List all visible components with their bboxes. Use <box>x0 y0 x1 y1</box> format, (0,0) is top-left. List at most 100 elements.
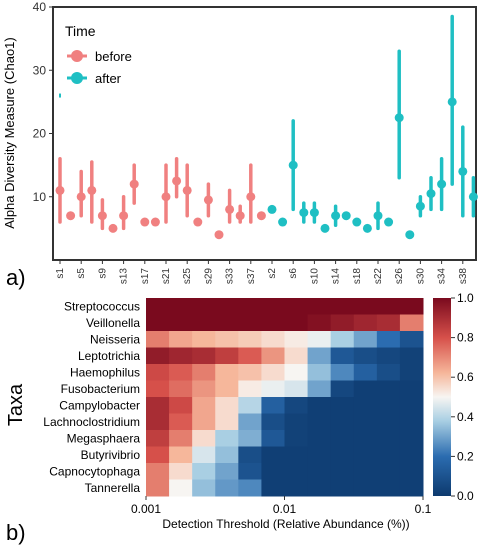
heatmap-cell <box>284 347 309 365</box>
legend-after-label: after <box>95 71 122 86</box>
heatmap-cell <box>261 397 285 414</box>
heatmap-cell <box>238 446 262 464</box>
heatmap-cell <box>238 314 262 332</box>
data-point <box>225 204 235 214</box>
heatmap-cell <box>261 446 285 464</box>
data-point <box>214 230 224 240</box>
legend-before-label: before <box>95 49 132 64</box>
legend-title: Time <box>65 23 96 39</box>
data-point <box>182 185 192 195</box>
y-tick-label: 20 <box>33 127 47 141</box>
row-label: Streptococcus <box>64 299 140 313</box>
heatmap-cell <box>238 463 262 480</box>
heatmap-cell <box>238 331 262 348</box>
heatmap-cell <box>169 347 193 365</box>
heatmap-cell <box>146 446 170 464</box>
heatmap-cell <box>376 364 401 381</box>
heatmap-cell <box>169 413 193 431</box>
panel-a-chart: Alpha Diversity Measure (Chao1) 10 20 30 40… <box>2 0 478 290</box>
heatmap-cell <box>307 446 332 464</box>
heatmap-cell <box>261 413 285 431</box>
data-point <box>129 179 139 189</box>
panel-a-label: a) <box>6 265 26 290</box>
data-point <box>193 217 203 227</box>
heatmap-cell <box>169 463 193 480</box>
colorbar-tick-label: 0.4 <box>457 410 474 424</box>
heatmap-cell <box>307 430 332 447</box>
heatmap-cell <box>192 347 216 365</box>
heatmap-cell <box>146 331 170 348</box>
heatmap-cell <box>330 463 355 480</box>
row-label: Haemophilus <box>70 365 140 379</box>
data-point <box>299 208 309 218</box>
heatmap-cell <box>353 413 378 431</box>
panel-a-y-axis: 10 20 30 40 <box>33 0 53 204</box>
heatmap-cell <box>399 479 424 497</box>
x-tick-label: s25 <box>182 268 193 285</box>
data-point <box>384 217 394 227</box>
x-tick-label: s38 <box>458 268 469 285</box>
heatmap-cell <box>215 380 239 398</box>
x-tick-label: s34 <box>437 268 448 285</box>
heatmap-cell <box>353 298 378 315</box>
heatmap-cell <box>353 430 378 447</box>
heatmap-cell <box>330 479 355 497</box>
heatmap-cell <box>215 397 239 414</box>
heatmap-cell <box>169 430 193 447</box>
heatmap-cell <box>376 331 401 348</box>
heatmap-cell <box>353 380 378 398</box>
data-point <box>256 211 266 221</box>
heatmap-cell <box>192 314 216 332</box>
heatmap-cell <box>238 298 262 315</box>
heatmap-cell <box>169 331 193 348</box>
colorbar-tick-label: 0.0 <box>457 489 474 503</box>
colorbar-tick-label: 0.2 <box>457 449 474 463</box>
heatmap-cell <box>353 397 378 414</box>
x-tick-label: s33 <box>225 268 236 285</box>
panel-b-chart: Taxa Streptococcus Veillonella Neisseria Le… <box>5 291 474 545</box>
heatmap-cell <box>330 380 355 398</box>
data-point <box>235 211 245 221</box>
heatmap-cell <box>330 347 355 365</box>
heatmap-cell <box>261 380 285 398</box>
panel-b-row-labels: Streptococcus Veillonella Neisseria Leptotr… <box>43 299 140 495</box>
heatmap-cell <box>215 314 239 332</box>
panel-a-plot-border <box>52 6 477 261</box>
panel-a-legend: Time before after <box>65 23 132 86</box>
panel-b-ylabel: Taxa <box>5 383 27 426</box>
heatmap-cell <box>261 314 285 332</box>
data-point <box>97 211 107 221</box>
heatmap-cell <box>284 331 309 348</box>
heatmap-cell <box>215 463 239 480</box>
heatmap-cell <box>146 364 170 381</box>
data-point <box>447 97 457 107</box>
x-tick-label: s22 <box>373 268 384 285</box>
heatmap-cell <box>399 446 424 464</box>
colorbar-gradient <box>433 298 451 496</box>
heatmap-cell <box>330 413 355 431</box>
heatmap-cell <box>215 298 239 315</box>
heatmap-cell <box>399 380 424 398</box>
heatmap-cell <box>284 463 309 480</box>
heatmap-cell <box>353 463 378 480</box>
heatmap-cell <box>261 364 285 381</box>
heatmap-cell <box>399 463 424 480</box>
data-point <box>87 185 97 195</box>
heatmap-cell <box>192 364 216 381</box>
x-tick-label: s21 <box>161 268 172 285</box>
heatmap-cell <box>307 397 332 414</box>
heatmap-cell <box>169 446 193 464</box>
panel-a-x-axis: s1 s5 s9 s13 s17 s21 s25 s29 s33 s37 s2 s6 s10 s14 s18… <box>55 260 469 284</box>
data-point <box>150 217 160 227</box>
legend-before-marker <box>71 50 83 62</box>
heatmap-cell <box>399 314 424 332</box>
heatmap-cell <box>353 347 378 365</box>
x-tick-label: s10 <box>309 268 320 285</box>
heatmap-cell <box>169 314 193 332</box>
heatmap-cell <box>238 430 262 447</box>
heatmap-cell <box>146 413 170 431</box>
heatmap-cell <box>238 479 262 497</box>
heatmap-cell <box>146 463 170 480</box>
y-tick-label: 30 <box>33 63 47 77</box>
heatmap-cell <box>399 298 424 315</box>
